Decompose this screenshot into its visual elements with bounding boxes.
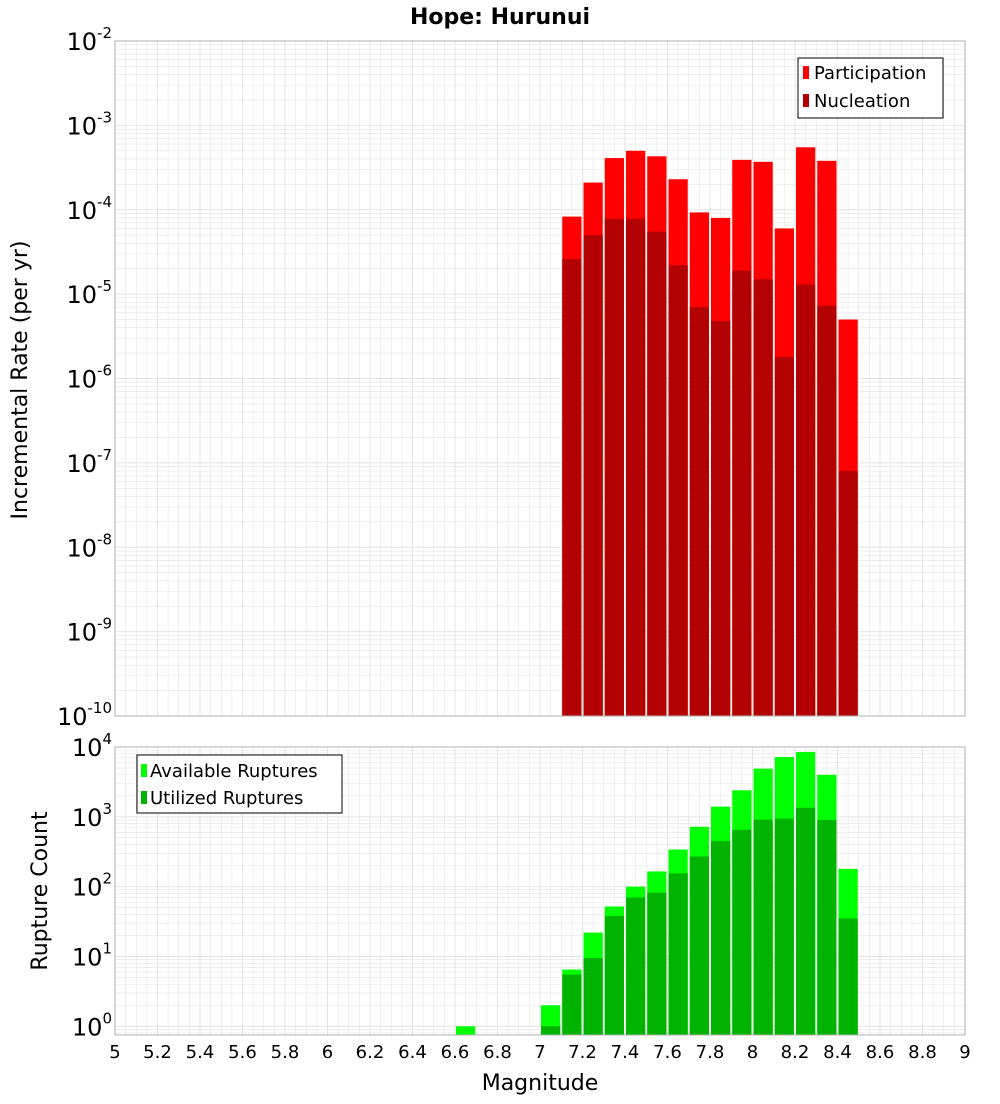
count-bar-b xyxy=(753,819,773,1035)
rate-legend-box xyxy=(797,57,944,119)
rate-y-axis-label: Incremental Rate (per yr) xyxy=(8,241,33,520)
rate-bar-b xyxy=(562,259,582,716)
rate-y-tick-label: 10-9 xyxy=(66,615,112,647)
count-bar-b xyxy=(647,892,667,1035)
rate-bar-b xyxy=(838,471,858,716)
legend-label-utilized: Utilized Ruptures xyxy=(150,788,303,809)
rate-bar-b xyxy=(647,231,667,716)
count-bar-b xyxy=(668,873,688,1035)
count-legend: Available Ruptures Utilized Ruptures xyxy=(136,754,343,814)
rate-y-tick-label: 10-5 xyxy=(66,277,112,309)
x-tick-label: 6.6 xyxy=(441,1042,470,1063)
x-tick-label: 6.8 xyxy=(483,1042,512,1063)
rate-y-ticks: 10-10 10-9 10-8 10-7 10-6 10-5 10-4 10-3 10-2 xyxy=(57,24,112,731)
x-axis-label: Magnitude xyxy=(482,1071,599,1096)
count-y-tick-label: 102 xyxy=(72,870,112,902)
count-bar-b xyxy=(541,1026,561,1035)
count-y-axis-label: Rupture Count xyxy=(28,811,53,971)
count-bar-b xyxy=(604,915,624,1035)
count-bar-b xyxy=(774,818,794,1035)
rate-bar-b xyxy=(604,218,624,716)
x-tick-label: 8.2 xyxy=(781,1042,810,1063)
rate-bar-b xyxy=(626,218,646,716)
legend-label-participation: Participation xyxy=(814,63,926,84)
x-tick-label: 6.2 xyxy=(356,1042,385,1063)
magnitude-x-ticks: 5 5.2 5.4 5.6 5.8 6 6.2 6.4 6.6 6.8 7 7.2 7.4 7.6 7.8 8… xyxy=(109,1042,970,1063)
count-bar-b xyxy=(583,958,603,1035)
x-tick-label: 7 xyxy=(534,1042,545,1063)
rate-bar-b xyxy=(668,265,688,716)
legend-label-nucleation: Nucleation xyxy=(814,91,910,112)
rate-bar-b xyxy=(711,321,731,716)
count-y-ticks: 100 101 102 103 104 xyxy=(72,730,112,1041)
rate-bar-b xyxy=(753,279,773,716)
x-tick-label: 5.4 xyxy=(186,1042,215,1063)
x-tick-label: 7.4 xyxy=(611,1042,640,1063)
rate-y-tick-label: 10-8 xyxy=(66,530,112,562)
legend-swatch-utilized xyxy=(141,791,147,804)
x-tick-label: 5.6 xyxy=(228,1042,257,1063)
count-bar-b xyxy=(732,829,752,1035)
count-bar-b xyxy=(817,820,837,1035)
legend-swatch-participation xyxy=(803,66,809,79)
rate-bar-b xyxy=(583,235,603,716)
count-bar-a xyxy=(456,1026,476,1035)
rate-y-tick-label: 10-7 xyxy=(66,446,112,478)
x-tick-label: 5.2 xyxy=(143,1042,172,1063)
rate-bars xyxy=(562,147,858,717)
count-bar-b xyxy=(562,974,582,1035)
x-tick-label: 6 xyxy=(322,1042,333,1063)
x-tick-label: 8.8 xyxy=(908,1042,937,1063)
x-tick-label: 8.4 xyxy=(823,1042,852,1063)
x-tick-label: 7.6 xyxy=(653,1042,682,1063)
rate-bar-b xyxy=(774,356,794,716)
count-bars xyxy=(456,751,858,1035)
count-bar-b xyxy=(796,807,816,1035)
rate-y-tick-label: 10-2 xyxy=(66,24,112,56)
count-y-tick-label: 100 xyxy=(72,1009,112,1041)
x-tick-label: 8 xyxy=(747,1042,758,1063)
count-panel: 100 101 102 103 104 5 5.2 5.4 5.6 5.8 6 6.2 6.4 6.6 6… xyxy=(28,730,971,1096)
rate-bar-b xyxy=(732,270,752,716)
count-plot-frame xyxy=(114,746,966,1036)
rate-panel: 10-10 10-9 10-8 10-7 10-6 10-5 10-4 10-3 10-2 In… xyxy=(8,24,966,731)
legend-swatch-nucleation xyxy=(803,94,809,107)
rate-bar-b xyxy=(817,305,837,716)
x-tick-label: 6.4 xyxy=(398,1042,427,1063)
count-bar-b xyxy=(689,856,709,1035)
legend-swatch-available xyxy=(141,764,147,777)
count-bar-b xyxy=(626,897,646,1035)
count-bar-b xyxy=(711,841,731,1035)
rate-legend: Participation Nucleation xyxy=(797,57,944,119)
count-y-tick-label: 101 xyxy=(72,939,112,971)
rate-y-tick-label: 10-3 xyxy=(66,108,112,140)
x-tick-label: 5 xyxy=(109,1042,120,1063)
count-y-tick-label: 104 xyxy=(72,730,112,762)
count-legend-box xyxy=(136,754,343,814)
rate-y-tick-label: 10-6 xyxy=(66,362,112,394)
rate-grid xyxy=(114,40,966,717)
legend-label-available: Available Ruptures xyxy=(150,761,318,782)
count-bar-b xyxy=(838,918,858,1035)
rate-bar-b xyxy=(689,307,709,716)
x-tick-label: 7.8 xyxy=(696,1042,725,1063)
x-tick-label: 5.8 xyxy=(271,1042,300,1063)
chart-title: Hope: Hurunui xyxy=(410,5,590,30)
rate-bar-b xyxy=(796,284,816,716)
rate-plot-frame xyxy=(114,40,966,717)
x-tick-label: 9 xyxy=(959,1042,970,1063)
x-tick-label: 8.6 xyxy=(866,1042,895,1063)
x-tick-label: 7.2 xyxy=(568,1042,597,1063)
rate-y-tick-label: 10-4 xyxy=(66,193,112,225)
rate-y-tick-label: 10-10 xyxy=(57,699,112,731)
count-y-tick-label: 103 xyxy=(72,800,112,832)
